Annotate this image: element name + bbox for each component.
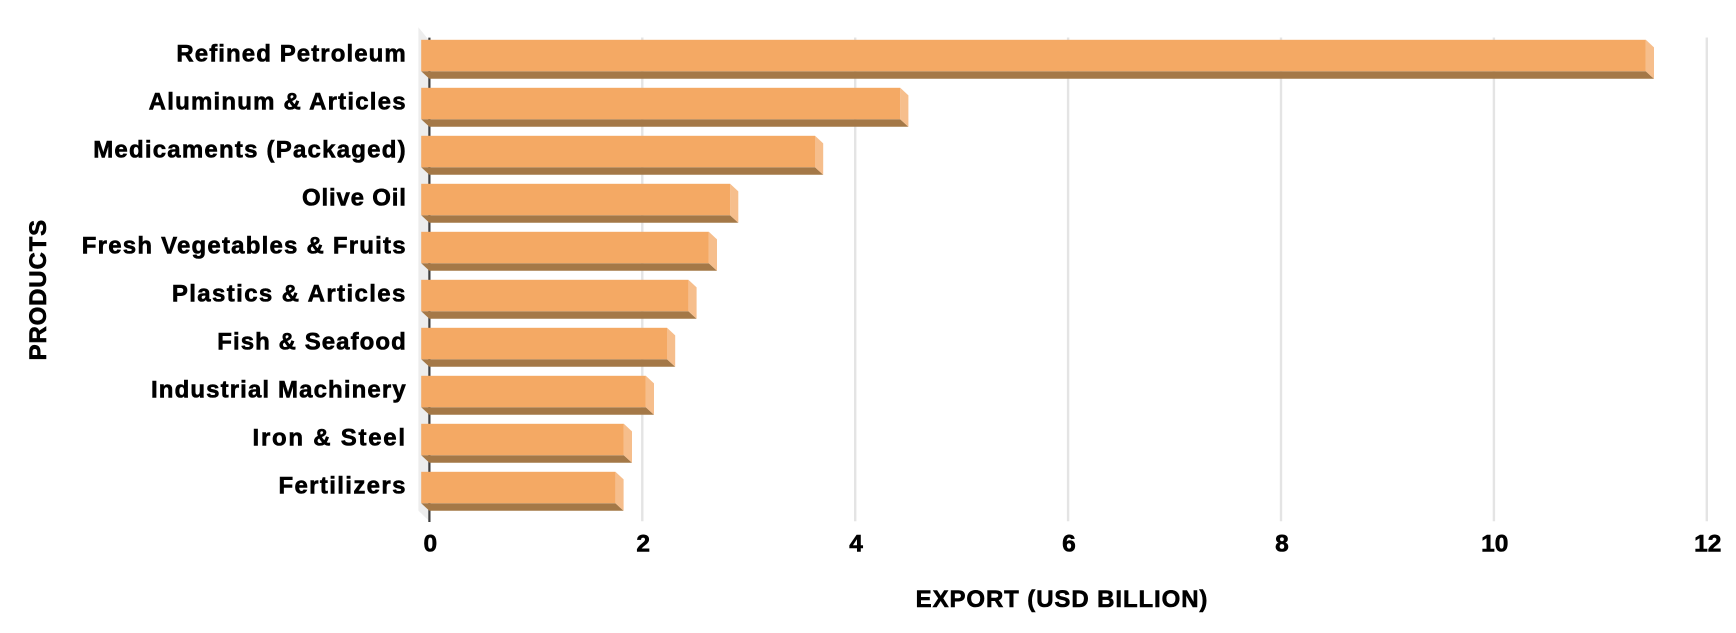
svg-text:4: 4 xyxy=(849,531,863,558)
svg-text:Medicaments (Packaged): Medicaments (Packaged) xyxy=(93,137,407,164)
svg-text:Iron & Steel: Iron & Steel xyxy=(253,425,407,452)
svg-text:12: 12 xyxy=(1694,531,1721,558)
svg-text:Olive Oil: Olive Oil xyxy=(302,185,407,212)
svg-text:Plastics & Articles: Plastics & Articles xyxy=(172,281,407,308)
svg-text:8: 8 xyxy=(1275,531,1289,558)
svg-text:0: 0 xyxy=(423,531,437,558)
svg-text:Industrial Machinery: Industrial Machinery xyxy=(151,377,407,404)
svg-text:EXPORT (USD BILLION): EXPORT (USD BILLION) xyxy=(916,586,1209,613)
svg-text:2: 2 xyxy=(636,531,650,558)
svg-text:10: 10 xyxy=(1481,531,1508,558)
svg-text:Fresh Vegetables & Fruits: Fresh Vegetables & Fruits xyxy=(82,233,407,260)
svg-text:PRODUCTS: PRODUCTS xyxy=(25,219,52,360)
svg-text:Fertilizers: Fertilizers xyxy=(278,473,406,500)
svg-text:Aluminum & Articles: Aluminum & Articles xyxy=(149,89,407,116)
svg-text:Fish & Seafood: Fish & Seafood xyxy=(217,329,407,356)
svg-text:Refined Petroleum: Refined Petroleum xyxy=(176,41,406,68)
svg-text:6: 6 xyxy=(1062,531,1076,558)
